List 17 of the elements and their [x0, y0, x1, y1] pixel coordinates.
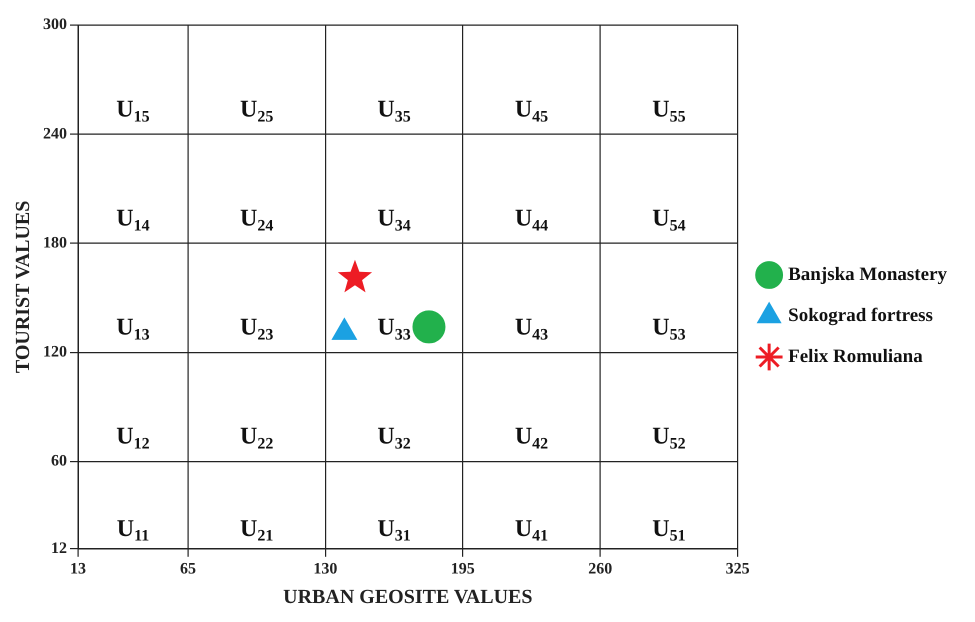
y-tick-label: 12	[51, 540, 67, 557]
y-tick-label: 120	[43, 344, 67, 361]
x-tick-label: 13	[70, 560, 86, 578]
y-tick-label: 180	[43, 234, 67, 252]
x-tick-label: 65	[180, 560, 196, 578]
y-tick-label: 60	[51, 452, 67, 470]
legend-label: Banjska Monastery	[788, 264, 948, 285]
y-axis-title: TOURIST VALUES	[12, 200, 34, 374]
y-tick-label: 300	[43, 16, 67, 34]
x-tick-label: 325	[726, 560, 750, 578]
x-axis-title: URBAN GEOSITE VALUES	[283, 586, 532, 608]
x-tick-label: 260	[588, 560, 612, 578]
x-tick-label: 195	[450, 560, 475, 578]
legend-label: Felix Romuliana	[788, 346, 924, 367]
y-tick-label: 240	[43, 125, 67, 142]
x-tick-label: 130	[313, 560, 338, 578]
legend-label: Sokograd fortress	[788, 304, 933, 326]
